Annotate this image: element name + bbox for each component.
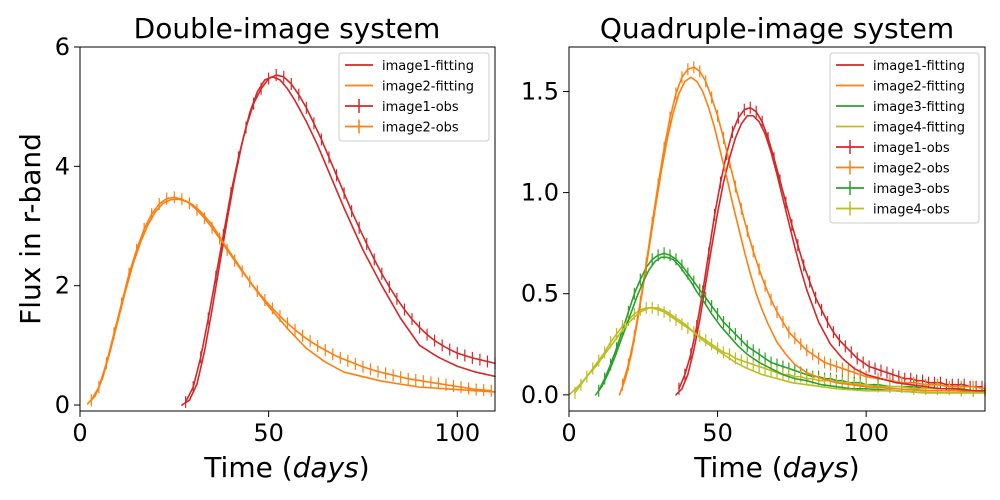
image3-fitting-line <box>594 256 986 396</box>
image2-fitting-line <box>618 76 986 396</box>
image4-fitting-legend-label: image4-fitting <box>873 121 965 136</box>
double-image-legend: image1-fitting image2-fitting image1-obs im… <box>338 52 490 142</box>
quadruple-image-legend-box <box>829 52 980 224</box>
image3-fitting-legend-label: image3-fitting <box>873 100 965 115</box>
double-image-xtick-label: 100 <box>434 419 480 447</box>
double-image-xlabel-italic: days <box>293 451 359 484</box>
quadruple-image-xlabel-prefix: Time ( <box>693 451 782 484</box>
image1-fitting-legend-label: image1-fitting <box>873 59 965 74</box>
double-image-title: Double-image system <box>134 12 441 45</box>
double-image-xtick-label: 0 <box>72 419 87 447</box>
quadruple-image-axes-frame <box>568 46 986 412</box>
image2-obs-line <box>90 196 493 402</box>
quadruple-image-series <box>568 61 986 399</box>
image4-fitting-line <box>568 307 986 396</box>
image1-fitting-line <box>181 76 496 406</box>
double-image-ytick-label: 6 <box>55 33 70 61</box>
quadruple-image-xtick-label: 0 <box>561 419 576 447</box>
image3-obs-line <box>597 252 986 392</box>
double-image-xlabel-prefix: Time ( <box>203 451 292 484</box>
image1-obs-legend-label: image1-obs <box>382 100 459 115</box>
quadruple-image-xlabel-suffix: ) <box>849 451 860 484</box>
quadruple-image-xlabel-italic: days <box>783 451 849 484</box>
quadruple-image-title: Quadruple-image system <box>600 12 954 45</box>
double-image-axes-frame <box>79 46 496 412</box>
double-image-xlabel-suffix: ) <box>359 451 370 484</box>
image4-obs-legend-label: image4-obs <box>873 203 950 218</box>
quadruple-image-ytick-label: 0.5 <box>521 280 559 308</box>
image2-obs-legend-label: image2-obs <box>382 121 459 136</box>
image1-obs-line <box>678 106 983 390</box>
image1-fitting-line <box>675 114 986 396</box>
quadruple-image-xtick-label: 50 <box>702 419 733 447</box>
image2-fitting-legend-label: image2-fitting <box>873 80 965 95</box>
image3-obs-legend-label: image3-obs <box>873 182 950 197</box>
double-image-ytick-label: 0 <box>55 391 70 419</box>
double-image-xlabel: Time (days) <box>203 451 369 484</box>
quadruple-image-ytick-label: 0.0 <box>521 381 559 409</box>
double-image-series <box>86 69 496 409</box>
double-image-panel: Double-image system Flux in r-band Time … <box>14 12 496 484</box>
double-image-ylabel: Flux in r-band <box>14 133 47 325</box>
double-image-xtick-label: 50 <box>253 419 284 447</box>
quadruple-image-xtick-label: 100 <box>843 419 889 447</box>
quadruple-image-panel: Quadruple-image system Time (days) 0 50 10… <box>521 12 986 484</box>
quadruple-image-ticks: 0 50 100 0.0 0.5 1.0 1.5 <box>521 77 889 447</box>
quadruple-image-ytick-label: 1.5 <box>521 77 559 105</box>
image2-fitting-legend-label: image2-fitting <box>382 80 474 95</box>
image4-obs-line <box>574 307 986 394</box>
image2-obs-legend-label: image2-obs <box>873 162 950 177</box>
image1-obs-legend-label: image1-obs <box>873 141 950 156</box>
double-image-ytick-label: 4 <box>55 152 70 180</box>
image2-fitting-line <box>86 198 496 405</box>
quadruple-image-ytick-label: 1.0 <box>521 179 559 207</box>
image1-fitting-legend-label: image1-fitting <box>382 59 474 74</box>
quadruple-image-xlabel: Time (days) <box>693 451 859 484</box>
double-image-ticks: 0 50 100 0 2 4 6 <box>55 33 480 447</box>
double-image-ytick-label: 2 <box>55 272 70 300</box>
double-image-legend-box <box>338 52 490 142</box>
quadruple-image-legend: image1-fitting image2-fitting image3-fitti… <box>829 52 980 224</box>
